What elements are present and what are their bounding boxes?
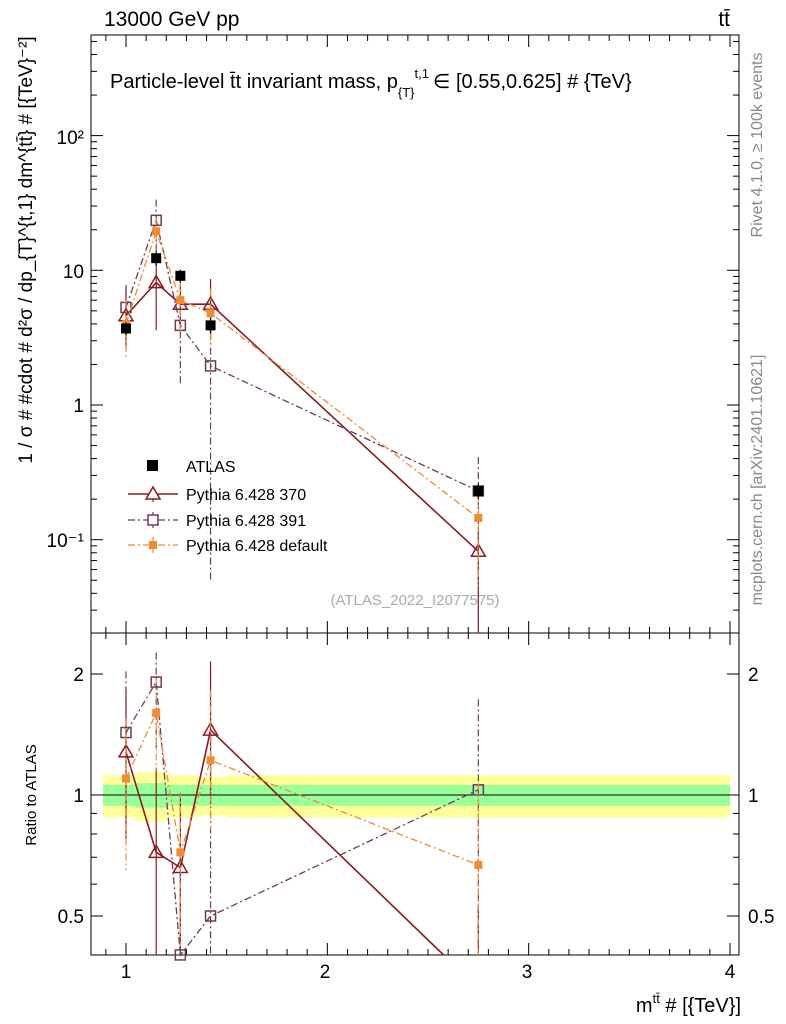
legend-marker-391 [147, 514, 159, 526]
legend-marker-atlas [147, 460, 158, 471]
series-1-marker-main [150, 214, 162, 227]
series-2-marker-ratio [122, 774, 130, 783]
series-2-marker-main [176, 296, 185, 305]
atlas-marker [121, 323, 131, 334]
atlas-marker [151, 253, 162, 264]
atlas-marker [473, 485, 484, 496]
x-tick-label-2: 2 [320, 962, 331, 983]
series-1-marker-ratio [150, 676, 162, 688]
series-2-marker-ratio [206, 756, 215, 765]
series-0-line-ratio [125, 728, 445, 956]
series-2-marker-ratio [176, 848, 185, 857]
y-tick-label-100: 10² [57, 128, 84, 149]
axis-ticks [91, 35, 739, 956]
series-1-marker-ratio [204, 910, 217, 922]
series-2-marker-main [206, 309, 215, 318]
y-axis-label: 1 / σ # #cdot # d²σ / dp_{T}^{t,1} dm^{t… [16, 36, 37, 463]
ratio-plot-frame [90, 632, 740, 956]
series-2-marker-ratio [152, 708, 161, 717]
legend-marker-370 [144, 485, 162, 500]
atlas-marker [205, 320, 216, 331]
analysis-watermark: (ATLAS_2022_I2077575) [330, 592, 499, 609]
series-1-marker-ratio [174, 949, 187, 961]
x-axis-label: mtt̄ # [{TeV}] [636, 991, 741, 1017]
legend-label-default: Pythia 6.428 default [186, 538, 328, 555]
ratio-tick-label-1-right: 1 [748, 786, 759, 807]
y-tick-label-10: 10 [63, 262, 84, 283]
y-tick-label-0.1: 10⁻¹ [47, 531, 85, 552]
series-0-line-main [125, 281, 479, 552]
series-1-line-main [125, 217, 479, 492]
mc-series [117, 199, 487, 961]
series-1-marker-main [204, 360, 217, 372]
atlas-data [121, 251, 484, 500]
ratio-tick-label-2: 2 [73, 665, 84, 686]
y-tick-label-1: 1 [73, 396, 84, 417]
series-2-marker-main [474, 513, 483, 522]
legend-label-391: Pythia 6.428 391 [186, 513, 306, 530]
ratio-tick-label-2-right: 2 [748, 665, 759, 686]
ratio-tick-label-0.5: 0.5 [58, 907, 84, 928]
uncertainty-band [91, 772, 739, 822]
x-tick-label-1: 1 [121, 962, 132, 983]
series-0-marker-ratio [202, 721, 219, 736]
mcplots-label: mcplots.cern.ch [arXiv:2401.10621] [749, 355, 766, 606]
process-label: tt̄ [718, 8, 730, 31]
legend-label-atlas: ATLAS [186, 459, 236, 476]
ratio-tick-label-1: 1 [73, 786, 84, 807]
rivet-version-label: Rivet 4.1.0, ≥ 100k events [749, 53, 766, 238]
atlas-marker [175, 270, 186, 281]
series-1-line-ratio [125, 679, 479, 957]
ratio-tick-label-0.5-right: 0.5 [748, 907, 774, 928]
legend-marker-default [149, 541, 157, 549]
series-2-marker-main [152, 227, 161, 236]
energy-label: 13000 GeV pp [104, 8, 239, 31]
legend: ATLAS Pythia 6.428 370 Pythia 6.428 391 … [128, 459, 328, 555]
series-0-marker-main [147, 274, 165, 289]
ratio-y-axis-label: Ratio to ATLAS [23, 744, 40, 845]
x-tick-label-4: 4 [725, 962, 736, 983]
plot-title: Particle-level t̄t invariant mass, p{T}t… [110, 66, 632, 100]
legend-label-370: Pythia 6.428 370 [186, 487, 306, 504]
series-0-marker-ratio [147, 843, 165, 859]
series-2-marker-ratio [474, 860, 483, 869]
x-tick-label-3: 3 [522, 962, 533, 983]
